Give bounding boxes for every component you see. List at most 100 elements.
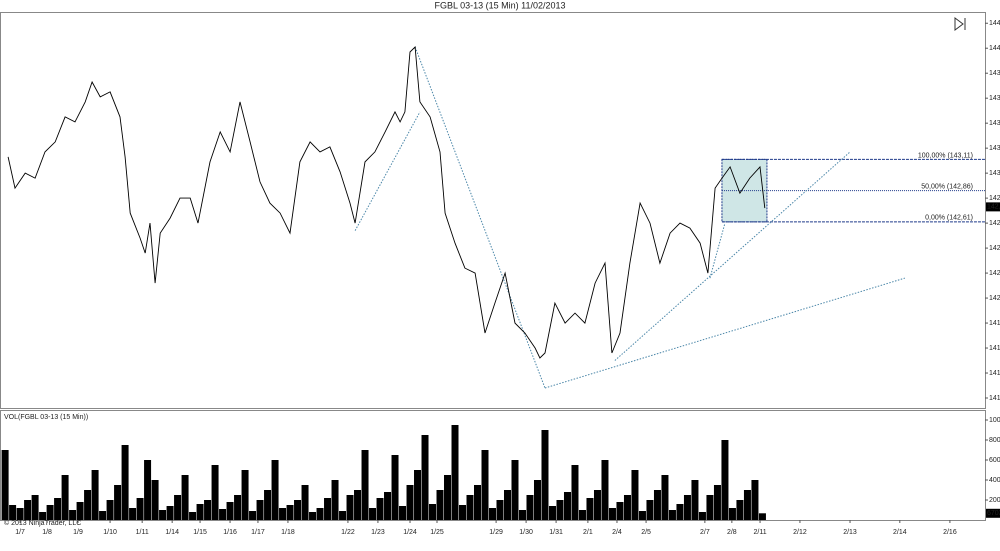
x-tick-label: 1/30 xyxy=(519,529,533,536)
volume-bar xyxy=(331,480,339,520)
volume-bar xyxy=(264,490,272,520)
y-tick-label: 143,80 xyxy=(989,70,1000,77)
x-tick-label: 1/15 xyxy=(193,529,207,536)
scroll-icon[interactable] xyxy=(954,17,966,31)
fib-label: 100,00% (143,11) xyxy=(918,152,973,159)
volume-bar xyxy=(346,495,354,520)
x-tick-label: 2/7 xyxy=(700,529,710,536)
volume-bar xyxy=(361,450,369,520)
volume-bar xyxy=(301,485,309,520)
volume-bar xyxy=(563,492,571,520)
volume-bar xyxy=(271,460,279,520)
volume-bar xyxy=(9,505,17,520)
volume-bar xyxy=(406,485,414,520)
volume-bar xyxy=(286,505,294,520)
volume-bar xyxy=(106,500,114,520)
volume-bar xyxy=(279,508,287,520)
volume-bar xyxy=(136,498,144,520)
y-tick-label: 142,00 xyxy=(989,295,1000,302)
x-tick-label: 2/13 xyxy=(843,529,857,536)
volume-bar xyxy=(541,430,549,520)
volume-bar xyxy=(249,511,257,520)
volume-bar xyxy=(189,512,197,520)
y-tick-label: 142,20 xyxy=(989,270,1000,277)
volume-bar xyxy=(309,512,317,520)
icon-arrow xyxy=(954,17,964,31)
last-value-label: 6703 xyxy=(987,510,1000,517)
volume-bar xyxy=(751,480,759,520)
volume-pane-border xyxy=(0,410,986,521)
y-tick-label: 143,40 xyxy=(989,120,1000,127)
volume-bar xyxy=(608,508,616,520)
volume-bar xyxy=(129,508,137,520)
volume-bar xyxy=(114,485,122,520)
volume-bar xyxy=(354,490,362,520)
volume-bar xyxy=(683,495,691,520)
price-pane-border xyxy=(0,12,986,409)
last-value-box xyxy=(986,508,1000,518)
volume-bar xyxy=(211,465,219,520)
volume-bar xyxy=(384,492,392,520)
volume-bar xyxy=(256,500,264,520)
y-tick-label: 141,40 xyxy=(989,370,1000,377)
volume-bar xyxy=(31,495,39,520)
x-tick-label: 1/24 xyxy=(403,529,417,536)
volume-bar xyxy=(586,498,594,520)
volume-bar xyxy=(481,450,489,520)
volume-bar xyxy=(121,445,129,520)
volume-bar xyxy=(54,498,62,520)
fib-label: 50,00% (142,86) xyxy=(921,183,973,190)
x-tick-label: 1/16 xyxy=(223,529,237,536)
x-tick-label: 1/18 xyxy=(281,529,295,536)
y-tick-label: 143,00 xyxy=(989,170,1000,177)
volume-bar xyxy=(631,470,639,520)
volume-bar xyxy=(316,508,324,520)
volume-bar xyxy=(294,500,302,520)
volume-bar xyxy=(339,511,347,520)
x-tick-label: 1/9 xyxy=(73,529,83,536)
volume-bar xyxy=(496,500,504,520)
fib-label: 0,00% (142,61) xyxy=(925,215,973,222)
volume-bar xyxy=(728,508,736,520)
volume-bar xyxy=(204,500,212,520)
trendline xyxy=(709,222,726,279)
y-tick-label: 80000 xyxy=(989,437,1000,444)
volume-bar xyxy=(174,495,182,520)
volume-bar xyxy=(39,512,47,520)
y-tick-label: 141,80 xyxy=(989,320,1000,327)
copyright: © 2013 NinjaTrader, LLC xyxy=(4,519,81,527)
volume-bar xyxy=(526,495,534,520)
volume-bar xyxy=(661,475,669,520)
x-tick-label: 1/31 xyxy=(549,529,563,536)
volume-bar xyxy=(676,504,684,520)
x-tick-label: 1/29 xyxy=(489,529,503,536)
volume-bar xyxy=(721,440,729,520)
volume-bar xyxy=(548,506,556,520)
x-tick-label: 2/16 xyxy=(943,529,957,536)
volume-bar xyxy=(511,460,519,520)
x-tick-label: 2/11 xyxy=(753,529,766,536)
volume-bar xyxy=(391,455,399,520)
volume-bar xyxy=(69,510,77,520)
volume-bar xyxy=(196,504,204,520)
last-value-box xyxy=(986,202,1000,212)
volume-bar xyxy=(241,470,249,520)
volume-bar xyxy=(556,500,564,520)
volume-bar xyxy=(459,505,467,520)
x-tick-label: 2/12 xyxy=(793,529,807,536)
volume-bar xyxy=(144,460,152,520)
volume-bar xyxy=(234,495,242,520)
volume-bar xyxy=(91,470,99,520)
volume-bar xyxy=(1,450,9,520)
volume-bar xyxy=(638,511,646,520)
volume-bar xyxy=(451,425,459,520)
volume-bar xyxy=(16,508,24,520)
x-tick-label: 1/10 xyxy=(103,529,117,536)
x-tick-label: 1/22 xyxy=(341,529,355,536)
x-tick-label: 2/8 xyxy=(727,529,737,536)
volume-bar xyxy=(166,506,174,520)
x-tick-label: 1/11 xyxy=(136,529,149,536)
volume-bar xyxy=(151,480,159,520)
volume-bar xyxy=(743,490,751,520)
